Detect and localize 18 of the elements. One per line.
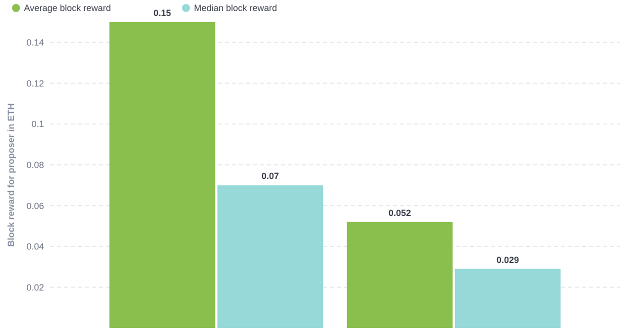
y-tick-label: 0.08 <box>26 160 44 170</box>
bar <box>346 222 453 328</box>
bar <box>454 268 561 328</box>
bar <box>217 185 324 328</box>
legend-label: Median block reward <box>194 3 278 14</box>
y-tick-label: 0.14 <box>26 38 44 48</box>
y-tick-label: 0.1 <box>31 119 44 130</box>
bar <box>109 22 216 328</box>
y-axis-title: Block reward for proposer in ETH <box>6 103 16 247</box>
data-label: 0.052 <box>388 208 412 218</box>
y-tick-label: 0.04 <box>26 242 44 252</box>
y-tick-label: 0.02 <box>26 282 44 292</box>
data-label: 0.029 <box>496 254 519 265</box>
data-label: 0.15 <box>154 8 172 18</box>
y-tick-label: 0.06 <box>26 200 44 211</box>
legend-label: Average block reward <box>24 3 111 14</box>
data-label: 0.07 <box>261 171 279 182</box>
y-tick-label: 0.12 <box>26 78 44 88</box>
